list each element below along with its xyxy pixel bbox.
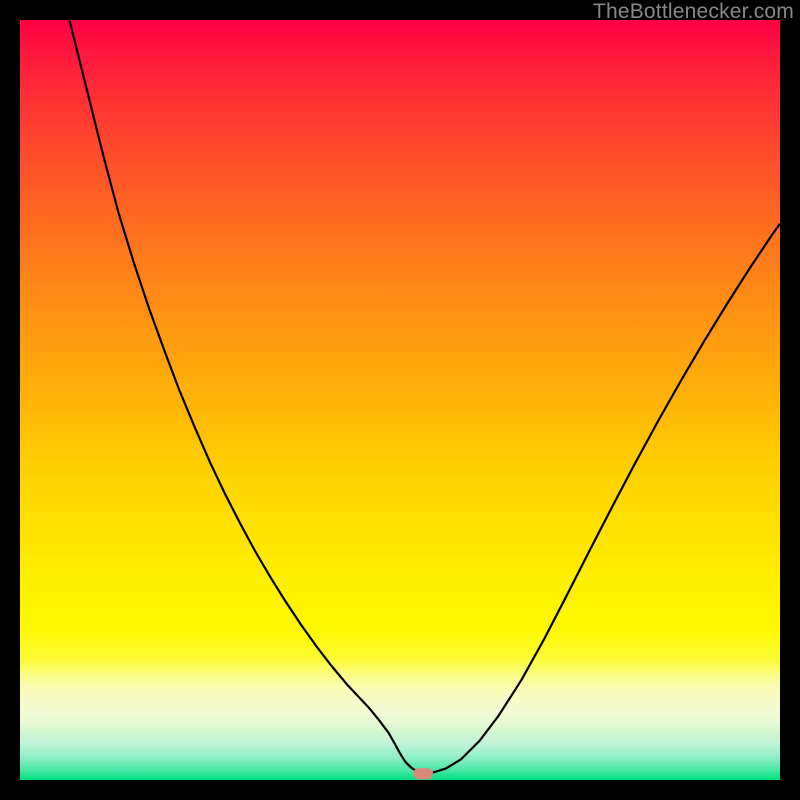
chart-root: TheBottlenecker.com (0, 0, 800, 800)
curve-path (69, 20, 780, 773)
minimum-marker (413, 768, 433, 779)
bottleneck-curve (20, 20, 780, 780)
plot-area (20, 20, 780, 780)
